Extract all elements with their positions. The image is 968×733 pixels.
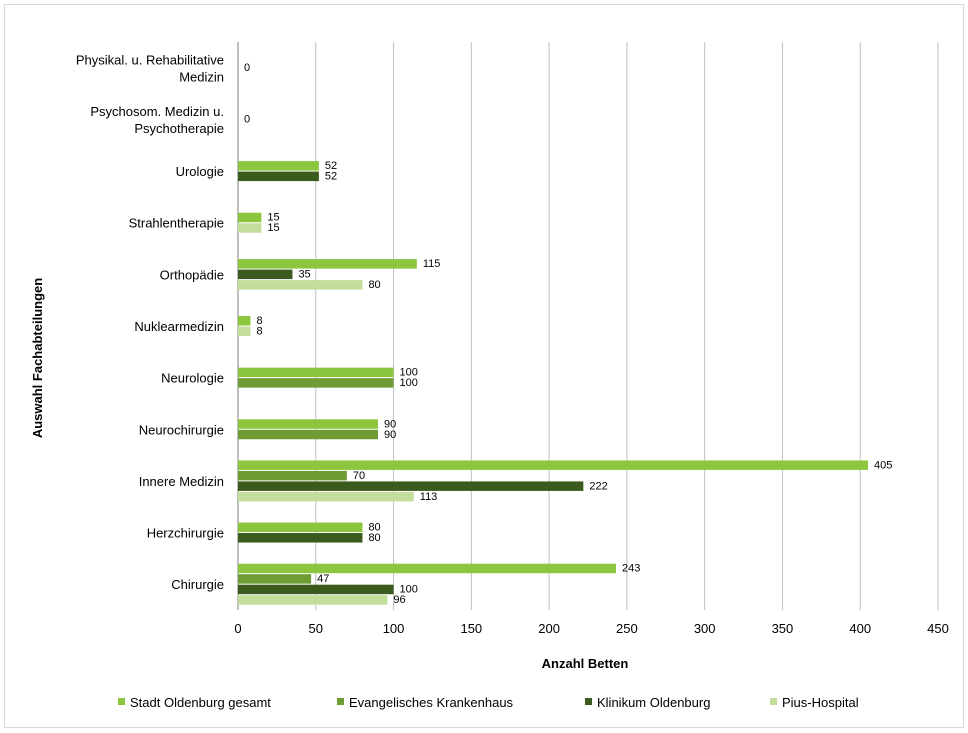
data-label: 47 bbox=[317, 573, 329, 585]
legend-label: Evangelisches Krankenhaus bbox=[349, 695, 514, 710]
data-label: 405 bbox=[874, 459, 892, 471]
bar bbox=[238, 223, 261, 233]
bar bbox=[238, 316, 250, 326]
bar bbox=[238, 533, 362, 543]
data-label: 243 bbox=[622, 563, 640, 575]
category-labels: Physikal. u. Rehabilitative Medizin Psycho… bbox=[76, 52, 224, 592]
x-tick-label: 400 bbox=[849, 621, 871, 636]
x-axis-title: Anzahl Betten bbox=[542, 656, 629, 671]
category-label: Orthopädie bbox=[160, 267, 224, 282]
legend-swatch bbox=[118, 698, 125, 705]
legend: Stadt Oldenburg gesamt Evangelisches Kran… bbox=[118, 695, 859, 710]
x-tick-label: 250 bbox=[616, 621, 638, 636]
category-label: Physikal. u. Rehabilitative bbox=[76, 52, 224, 67]
bar bbox=[238, 564, 616, 574]
legend-label: Stadt Oldenburg gesamt bbox=[130, 695, 271, 710]
data-label: 80 bbox=[368, 279, 380, 291]
bar bbox=[238, 574, 311, 584]
x-tick-label: 150 bbox=[460, 621, 482, 636]
category-label: Nuklearmedizin bbox=[134, 319, 224, 334]
category-label: Neurochirurgie bbox=[139, 422, 224, 437]
x-tick-label: 200 bbox=[538, 621, 560, 636]
bar bbox=[238, 595, 387, 605]
bar bbox=[238, 327, 250, 337]
data-label: 70 bbox=[353, 470, 365, 482]
bar bbox=[238, 419, 378, 429]
category-label: Chirurgie bbox=[171, 577, 224, 592]
category-label: Neurologie bbox=[161, 371, 224, 386]
bar bbox=[238, 585, 394, 595]
legend-swatch bbox=[770, 698, 777, 705]
data-label: 0 bbox=[244, 114, 250, 126]
x-tick-label: 300 bbox=[694, 621, 716, 636]
legend-label: Pius-Hospital bbox=[782, 695, 859, 710]
data-label: 113 bbox=[420, 491, 438, 503]
bar bbox=[238, 213, 261, 223]
bar bbox=[238, 460, 868, 470]
x-tick-label: 350 bbox=[772, 621, 794, 636]
bar bbox=[238, 523, 362, 533]
category-label: Medizin bbox=[179, 69, 224, 84]
data-label: 8 bbox=[256, 326, 262, 338]
bar bbox=[238, 430, 378, 440]
y-axis-title: Auswahl Fachabteilungen bbox=[30, 278, 45, 438]
category-label: Urologie bbox=[176, 164, 224, 179]
data-label: 96 bbox=[393, 594, 405, 606]
bar bbox=[238, 378, 394, 388]
data-label: 90 bbox=[384, 429, 396, 441]
bars bbox=[238, 161, 868, 605]
x-tick-labels: 0 50 100 150 200 250 300 350 400 450 bbox=[234, 621, 948, 636]
data-label: 100 bbox=[400, 377, 418, 389]
data-label: 0 bbox=[244, 62, 250, 74]
bar bbox=[238, 280, 362, 290]
legend-label: Klinikum Oldenburg bbox=[597, 695, 710, 710]
data-label: 80 bbox=[368, 532, 380, 544]
category-label: Strahlentherapie bbox=[129, 216, 224, 231]
data-label: 115 bbox=[423, 258, 441, 270]
x-tick-label: 450 bbox=[927, 621, 949, 636]
bar bbox=[238, 161, 319, 171]
category-label: Psychosom. Medizin u. bbox=[90, 104, 224, 119]
data-label: 52 bbox=[325, 171, 337, 183]
bar bbox=[238, 270, 292, 280]
x-tick-label: 50 bbox=[309, 621, 323, 636]
data-label: 35 bbox=[298, 269, 310, 281]
data-label: 15 bbox=[267, 222, 279, 234]
bar bbox=[238, 172, 319, 182]
bar bbox=[238, 492, 414, 502]
legend-swatch bbox=[337, 698, 344, 705]
legend-swatch bbox=[585, 698, 592, 705]
x-tick-label: 100 bbox=[383, 621, 405, 636]
bar bbox=[238, 259, 417, 269]
data-label: 222 bbox=[589, 480, 607, 492]
category-label: Herzchirurgie bbox=[147, 526, 224, 541]
bar bbox=[238, 481, 583, 491]
category-label: Innere Medizin bbox=[139, 474, 224, 489]
bar bbox=[238, 368, 394, 378]
bar bbox=[238, 471, 347, 481]
category-label: Psychotherapie bbox=[134, 121, 224, 136]
x-tick-label: 0 bbox=[234, 621, 241, 636]
